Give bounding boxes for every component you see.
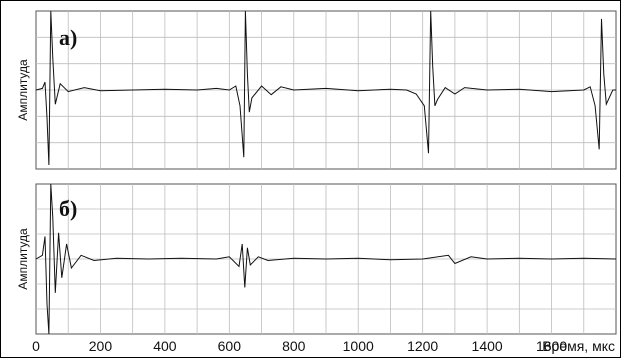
x-axis-label: Время, мкс: [542, 338, 615, 354]
x-tick-label: 1200: [407, 338, 438, 354]
x-tick-labels: 0 200 400 600 800 1000 1200 1400 1600: [32, 338, 567, 354]
panel-letter-b: б): [59, 196, 77, 221]
x-tick-label: 1000: [343, 338, 374, 354]
x-tick-label: 1400: [472, 338, 503, 354]
x-tick-label: 200: [89, 338, 113, 354]
x-tick-label: 400: [153, 338, 177, 354]
x-tick-label: 0: [32, 338, 40, 354]
grid-a: [36, 11, 616, 169]
x-tick-label: 800: [282, 338, 306, 354]
series-line-a: [35, 10, 616, 166]
y-axis-label-a: Амплитуда: [16, 59, 30, 121]
panel-a: а) Амплитуда: [16, 10, 617, 170]
series-line-b: [35, 183, 617, 335]
grid-b: [36, 184, 616, 334]
x-tick-label: 600: [218, 338, 242, 354]
x-tick-label: 1600: [536, 338, 567, 354]
y-axis-label-b: Амплитуда: [16, 228, 30, 290]
panel-b: б) Амплитуда: [16, 183, 617, 335]
panel-letter-a: а): [59, 25, 77, 50]
